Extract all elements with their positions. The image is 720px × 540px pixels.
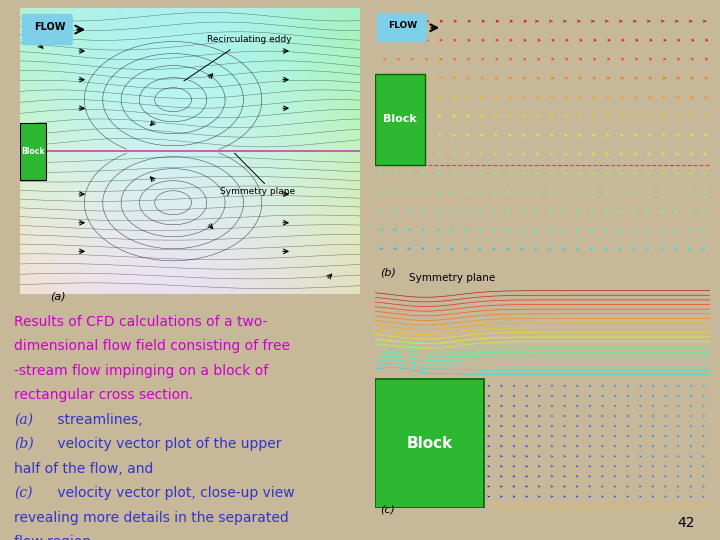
FancyBboxPatch shape bbox=[377, 14, 427, 42]
Text: dimensional flow field consisting of free: dimensional flow field consisting of fre… bbox=[14, 339, 290, 353]
FancyBboxPatch shape bbox=[22, 14, 73, 45]
Text: rectangular cross section.: rectangular cross section. bbox=[14, 388, 194, 402]
Text: velocity vector plot of the upper: velocity vector plot of the upper bbox=[53, 437, 282, 451]
Text: 42: 42 bbox=[678, 516, 695, 530]
Text: (c): (c) bbox=[14, 486, 32, 500]
Text: revealing more details in the separated: revealing more details in the separated bbox=[14, 510, 289, 524]
Bar bbox=[375, 73, 426, 165]
Text: (b): (b) bbox=[14, 437, 34, 451]
Bar bbox=[20, 123, 45, 180]
Text: (b): (b) bbox=[380, 267, 396, 278]
Text: Symmetry plane: Symmetry plane bbox=[220, 187, 296, 196]
Text: half of the flow, and: half of the flow, and bbox=[14, 462, 153, 476]
Text: streamlines,: streamlines, bbox=[53, 413, 143, 427]
Text: Block: Block bbox=[406, 436, 453, 451]
Bar bbox=[375, 379, 484, 508]
Text: Block: Block bbox=[21, 147, 45, 156]
Text: (a): (a) bbox=[14, 413, 33, 427]
Text: (a): (a) bbox=[50, 292, 66, 302]
Text: Results of CFD calculations of a two-: Results of CFD calculations of a two- bbox=[14, 315, 268, 329]
Text: (c): (c) bbox=[380, 505, 395, 515]
Text: FLOW: FLOW bbox=[389, 21, 418, 30]
Text: flow region.: flow region. bbox=[14, 535, 96, 540]
Text: velocity vector plot, close-up view: velocity vector plot, close-up view bbox=[53, 486, 294, 500]
Text: Block: Block bbox=[383, 114, 417, 124]
Text: Symmetry plane: Symmetry plane bbox=[409, 273, 495, 283]
Text: Recirculating eddy: Recirculating eddy bbox=[207, 36, 292, 44]
Text: FLOW: FLOW bbox=[34, 22, 66, 31]
Text: -stream flow impinging on a block of: -stream flow impinging on a block of bbox=[14, 363, 269, 377]
